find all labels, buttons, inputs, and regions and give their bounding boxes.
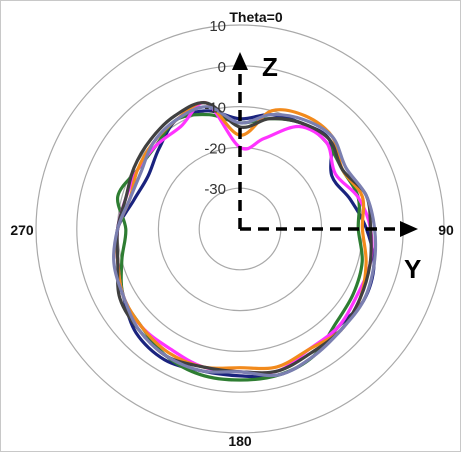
axis-arrows: Z Y [232, 52, 421, 284]
radial-tick-labels: -30 -20 -10 0 10 [204, 18, 226, 198]
z-axis-label: Z [262, 52, 278, 82]
y-axis-arrow-head [400, 221, 418, 237]
r-tick-label-4: 10 [209, 18, 226, 35]
angle-labels: Theta=0 90 180 270 [10, 9, 454, 449]
y-axis-label: Y [404, 254, 421, 284]
series-line-0 [114, 109, 376, 379]
angle-label-180: 180 [228, 433, 252, 449]
z-axis-arrow-head [232, 52, 248, 70]
r-tick-label-1: -20 [204, 140, 226, 157]
r-tick-label-0: -30 [204, 181, 226, 198]
angle-label-270: 270 [10, 222, 34, 238]
r-tick-label-2: -10 [204, 100, 226, 117]
ring-4 [35, 24, 445, 434]
r-tick-label-3: 0 [218, 59, 226, 76]
angle-label-90: 90 [438, 222, 454, 238]
angle-label-0: Theta=0 [229, 9, 283, 25]
series-line-5 [112, 105, 378, 378]
series-layer [112, 101, 378, 382]
